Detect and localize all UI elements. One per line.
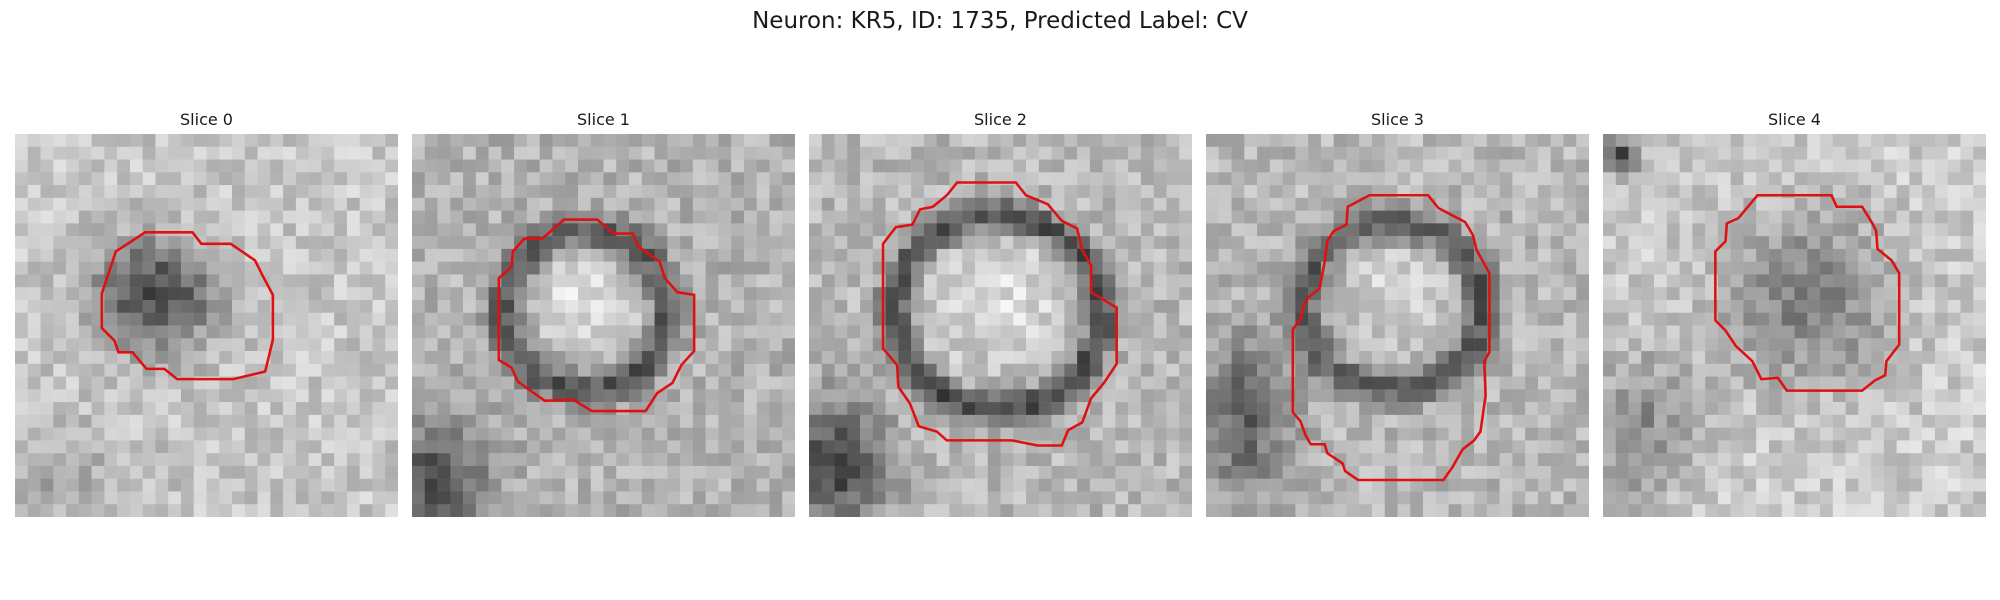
slice-title-4: Slice 4 bbox=[1768, 110, 1821, 129]
slice-image-0 bbox=[15, 134, 398, 517]
contour-3 bbox=[1291, 194, 1491, 482]
contour-2 bbox=[881, 181, 1118, 447]
slice-image-4 bbox=[1603, 134, 1986, 517]
slice-title-3: Slice 3 bbox=[1371, 110, 1424, 129]
slice-panel-4: Slice 4 bbox=[1603, 110, 1986, 517]
slice-title-0: Slice 0 bbox=[180, 110, 233, 129]
contour-4 bbox=[1714, 194, 1901, 392]
slice-panel-3: Slice 3 bbox=[1206, 110, 1589, 517]
slice-panel-2: Slice 2 bbox=[809, 110, 1192, 517]
slice-title-1: Slice 1 bbox=[577, 110, 630, 129]
slice-image-1 bbox=[412, 134, 795, 517]
contour-0 bbox=[100, 231, 275, 381]
slice-panel-0: Slice 0 bbox=[15, 110, 398, 517]
figure-title: Neuron: KR5, ID: 1735, Predicted Label: … bbox=[752, 8, 1248, 34]
contour-1 bbox=[497, 218, 696, 413]
slice-title-2: Slice 2 bbox=[974, 110, 1027, 129]
slice-panel-1: Slice 1 bbox=[412, 110, 795, 517]
slice-image-3 bbox=[1206, 134, 1589, 517]
slice-image-2 bbox=[809, 134, 1192, 517]
